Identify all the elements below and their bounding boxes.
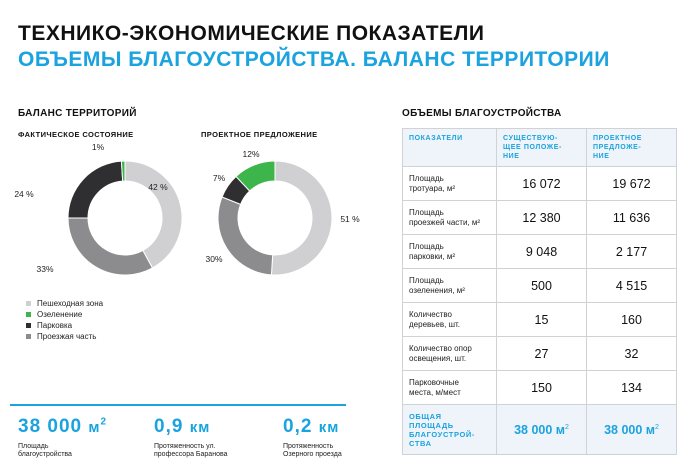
table-cell: 2 177 bbox=[586, 234, 677, 269]
chart-title-current: ФАКТИЧЕСКОЕ СОСТОЯНИЕ bbox=[18, 130, 134, 139]
table-cell: 16 072 bbox=[496, 166, 587, 201]
table-row: Площадь озеленения, м² 500 4 515 bbox=[402, 268, 677, 303]
table-cell: 160 bbox=[586, 302, 677, 337]
table-cell: 19 672 bbox=[586, 166, 677, 201]
table-cell: 150 bbox=[496, 370, 587, 405]
chart-title-proposed: ПРОЕКТНОЕ ПРЕДЛОЖЕНИЕ bbox=[201, 130, 318, 139]
stat-caption: Протяженность ул. bbox=[154, 443, 216, 450]
donut-slice-2 bbox=[67, 217, 154, 276]
table-cell: 15 bbox=[496, 302, 587, 337]
table-cell: 12 380 bbox=[496, 200, 587, 235]
legend-swatch bbox=[26, 334, 31, 339]
legend-swatch bbox=[26, 301, 31, 306]
table-cell: 38 000 м2 bbox=[586, 404, 677, 455]
row-label: Площадь парковки, м² bbox=[402, 234, 497, 269]
row-label: Количество опор освещения, шт. bbox=[402, 336, 497, 371]
donut-slice-3 bbox=[67, 160, 124, 219]
stat-block: 0,2 км Протяженность Озерного проезда bbox=[283, 416, 342, 459]
stat-block: 38 000 м2 Площадь благоустройства bbox=[18, 416, 107, 459]
slice-value-label: 7% bbox=[213, 173, 226, 183]
legend-label: Проезжая часть bbox=[37, 332, 97, 341]
slice-value-label: 1% bbox=[92, 142, 105, 152]
page-subtitle: ОБЪЕМЫ БЛАГОУСТРОЙСТВА. БАЛАНС ТЕРРИТОРИ… bbox=[18, 48, 610, 71]
table-row: Количество опор освещения, шт. 27 32 bbox=[402, 336, 677, 371]
donut-slice-1 bbox=[270, 160, 333, 276]
table-cell: 38 000 м2 bbox=[496, 404, 587, 455]
chart-legend: Пешеходная зона Озеленение Парковка Проезжа… bbox=[26, 298, 103, 342]
stat-value: 38 000 м2 bbox=[18, 416, 108, 437]
table-header-row: ПОКАЗАТЕЛИ СУЩЕСТВУЮ- ЩЕЕ ПОЛОЖЕ- НИЕ ПРОЕКТ… bbox=[402, 128, 677, 167]
column-header: ПОКАЗАТЕЛИ bbox=[402, 128, 497, 167]
volumes-table: ПОКАЗАТЕЛИ СУЩЕСТВУЮ- ЩЕЕ ПОЛОЖЕ- НИЕ ПРОЕКТ… bbox=[402, 128, 677, 455]
table-total-row: ОБЩАЯ ПЛОЩАДЬ БЛАГОУСТРОЙ- СТВА 38 000 м2 38 … bbox=[402, 404, 677, 455]
slice-value-label: 30% bbox=[205, 254, 222, 264]
row-label: Количество деревьев, шт. bbox=[402, 302, 497, 337]
legend-label: Озеленение bbox=[37, 310, 83, 319]
row-label: Площадь тротуара, м² bbox=[402, 166, 497, 201]
table-cell: 4 515 bbox=[586, 268, 677, 303]
row-label: Площадь озеленения, м² bbox=[402, 268, 497, 303]
stat-value: 0,9 км bbox=[154, 416, 211, 437]
stats-divider bbox=[10, 404, 346, 406]
donut-chart-current: 42 % 33% 24 % 1% bbox=[14, 142, 183, 276]
donut-slice-2 bbox=[217, 196, 274, 276]
table-cell: 9 048 bbox=[496, 234, 587, 269]
legend-label: Парковка bbox=[37, 321, 73, 330]
donut-chart-proposed: 51 % 30% 7% 12% bbox=[205, 149, 360, 276]
table-cell: 32 bbox=[586, 336, 677, 371]
row-label: Парковочные места, м/мест bbox=[402, 370, 497, 405]
slice-value-label: 51 % bbox=[340, 214, 360, 224]
table-row: Площадь парковки, м² 9 048 2 177 bbox=[402, 234, 677, 269]
slice-value-label: 42 % bbox=[148, 182, 168, 192]
stat-value: 0,2 км bbox=[283, 416, 340, 437]
volumes-heading: ОБЪЕМЫ БЛАГОУСТРОЙСТВА bbox=[402, 108, 562, 119]
donut-slice-1 bbox=[124, 160, 183, 269]
legend-item: Парковка bbox=[26, 320, 103, 331]
column-header: ПРОЕКТНОЕ ПРЕДЛОЖЕ- НИЕ bbox=[586, 128, 677, 167]
table-row: Площадь проезжей части, м² 12 380 11 636 bbox=[402, 200, 677, 235]
legend-item: Озеленение bbox=[26, 309, 103, 320]
stat-caption: профессора Баранова bbox=[154, 451, 228, 458]
table-row: Количество деревьев, шт. 15 160 bbox=[402, 302, 677, 337]
legend-item: Пешеходная зона bbox=[26, 298, 103, 309]
page-title: ТЕХНИКО-ЭКОНОМИЧЕСКИЕ ПОКАЗАТЕЛИ bbox=[18, 22, 485, 45]
table-cell: 11 636 bbox=[586, 200, 677, 235]
balance-heading: БАЛАНС ТЕРРИТОРИЙ bbox=[18, 108, 137, 119]
column-header: СУЩЕСТВУЮ- ЩЕЕ ПОЛОЖЕ- НИЕ bbox=[496, 128, 587, 167]
table-row: Площадь тротуара, м² 16 072 19 672 bbox=[402, 166, 677, 201]
slice-value-label: 24 % bbox=[14, 189, 34, 199]
legend-swatch bbox=[26, 312, 31, 317]
table-row: Парковочные места, м/мест 150 134 bbox=[402, 370, 677, 405]
legend-swatch bbox=[26, 323, 31, 328]
slice-value-label: 12% bbox=[242, 149, 259, 159]
slice-value-label: 33% bbox=[36, 264, 53, 274]
legend-label: Пешеходная зона bbox=[37, 299, 104, 308]
donut-slice-4 bbox=[235, 160, 276, 192]
table-cell: 27 bbox=[496, 336, 587, 371]
stat-caption: Протяженность bbox=[283, 443, 334, 450]
stat-block: 0,9 км Протяженность ул. профессора Барано… bbox=[154, 416, 228, 459]
table-cell: 134 bbox=[586, 370, 677, 405]
stat-caption: благоустройства bbox=[18, 451, 72, 458]
stat-caption: Озерного проезда bbox=[283, 451, 342, 458]
row-label: ОБЩАЯ ПЛОЩАДЬ БЛАГОУСТРОЙ- СТВА bbox=[402, 404, 497, 455]
donut-slice-4 bbox=[120, 160, 126, 182]
stat-caption: Площадь bbox=[18, 443, 49, 450]
table-cell: 500 bbox=[496, 268, 587, 303]
legend-item: Проезжая часть bbox=[26, 331, 103, 342]
row-label: Площадь проезжей части, м² bbox=[402, 200, 497, 235]
